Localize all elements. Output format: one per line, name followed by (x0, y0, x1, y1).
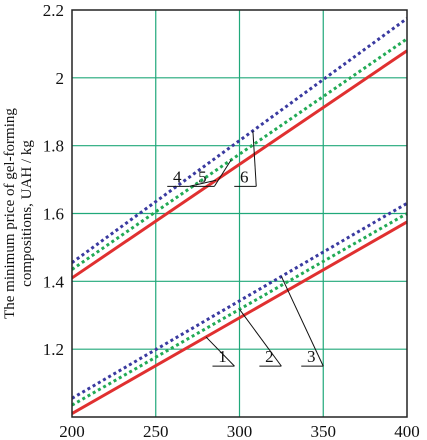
annotation-leader-6 (252, 130, 257, 187)
series-line-1 (71, 220, 408, 415)
x-tick-label: 300 (227, 422, 253, 440)
y-tick-label: 1.6 (43, 205, 64, 224)
y-tick-label: 1.8 (43, 137, 64, 156)
x-tick-label: 200 (59, 422, 85, 440)
y-axis-label-line: The minimum price of gel-forming (2, 108, 18, 319)
x-tick-label: 250 (143, 422, 169, 440)
x-tick-label: 350 (311, 422, 337, 440)
series-line-3 (71, 202, 408, 400)
annotations-group: 1 2 3 4 5 6 (167, 130, 324, 367)
curve-label-4: 4 (173, 167, 182, 186)
y-axis-label: The minimum price of gel-formingcomposit… (2, 108, 35, 319)
series-line-5 (71, 37, 408, 271)
x-tick-label: 400 (394, 422, 420, 440)
annotation-leader-5 (213, 159, 232, 187)
y-axis-label-line: compositions, UAH / kg (19, 140, 35, 287)
curve-label-1: 1 (218, 347, 227, 366)
curve-label-5: 5 (198, 167, 207, 186)
annotation-leader-3 (280, 276, 324, 367)
y-tick-label: 2.2 (43, 1, 64, 20)
series-line-4 (71, 49, 408, 280)
y-tick-label: 1.4 (43, 272, 65, 291)
grid (72, 10, 407, 417)
curve-label-3: 3 (307, 347, 316, 366)
curve-label-2: 2 (265, 347, 274, 366)
y-tick-labels: 1.2 1.4 1.6 1.8 2 2.2 (43, 1, 65, 359)
annotation-leader-2 (239, 309, 282, 367)
annotation-leader-1 (205, 336, 235, 367)
curve-label-6: 6 (240, 167, 249, 186)
plot-frame (71, 9, 408, 418)
annotation-leader-4 (189, 179, 217, 187)
x-tick-labels: 200 250 300 350 400 (59, 422, 420, 440)
y-tick-label: 2 (56, 69, 65, 88)
y-tick-label: 1.2 (43, 340, 64, 359)
